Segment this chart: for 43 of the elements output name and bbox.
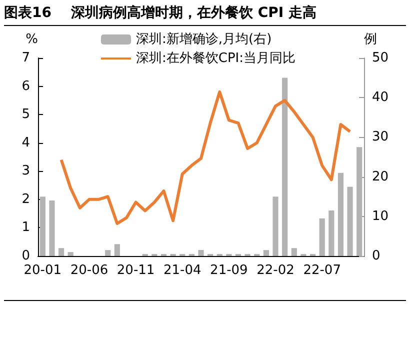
x-tick-label: 21-04 bbox=[163, 263, 202, 278]
x-tick-label: 20-11 bbox=[116, 263, 155, 278]
bar bbox=[68, 252, 74, 256]
y-tick-label: 2 bbox=[22, 192, 30, 207]
x-tick-label: 22-07 bbox=[303, 263, 341, 278]
y-tick-label: 0 bbox=[22, 248, 30, 264]
y2-tick-label: 20 bbox=[372, 169, 389, 184]
y2-tick-label: 30 bbox=[372, 130, 389, 145]
y2-tick-label: 50 bbox=[372, 50, 389, 66]
x-tick-label: 22-02 bbox=[256, 263, 294, 278]
x-tick-label: 21-09 bbox=[210, 263, 248, 278]
y2-tick-label: 0 bbox=[372, 248, 380, 264]
line-series bbox=[60, 90, 352, 225]
bar bbox=[272, 196, 278, 256]
legend-label: 深圳:在外餐饮CPI:当月同比 bbox=[136, 51, 296, 66]
chart-title: 图表16 深圳病例高增时期，在外餐饮 CPI 走高 bbox=[4, 4, 406, 26]
bar bbox=[40, 196, 46, 256]
y-tick-label: 1 bbox=[22, 220, 30, 236]
bar bbox=[291, 248, 297, 256]
y-axis-title: % bbox=[26, 32, 38, 47]
bar bbox=[347, 186, 353, 256]
y-tick-label: 3 bbox=[22, 164, 30, 179]
bar bbox=[328, 210, 334, 256]
y2-axis-title: 例 bbox=[364, 32, 377, 47]
x-tick-label: 20-06 bbox=[70, 263, 108, 278]
bar bbox=[198, 250, 204, 256]
bar bbox=[105, 250, 111, 256]
bar bbox=[356, 147, 362, 256]
bar bbox=[114, 244, 120, 256]
bar bbox=[338, 172, 344, 256]
legend-label: 深圳:新增确诊,月均(右) bbox=[136, 32, 272, 47]
bar bbox=[49, 200, 55, 256]
y2-tick-label: 40 bbox=[372, 90, 389, 106]
bar bbox=[58, 248, 64, 256]
bar bbox=[282, 78, 288, 256]
y-tick-label: 7 bbox=[22, 50, 30, 66]
y-tick-label: 5 bbox=[22, 107, 30, 122]
y-tick-label: 4 bbox=[22, 135, 30, 150]
y2-tick-label: 10 bbox=[372, 208, 389, 224]
bar bbox=[263, 250, 269, 256]
bar bbox=[319, 218, 325, 256]
x-tick-label: 20-01 bbox=[24, 263, 62, 278]
y-tick-label: 6 bbox=[22, 78, 30, 94]
